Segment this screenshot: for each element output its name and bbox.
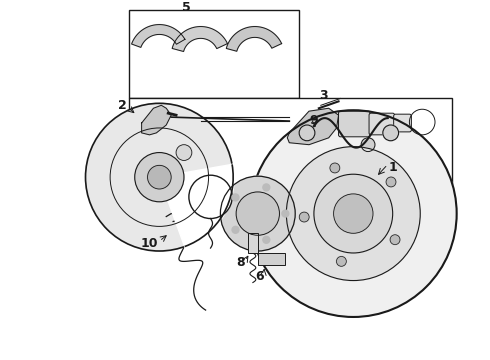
Circle shape xyxy=(383,125,398,141)
Text: 4: 4 xyxy=(169,184,177,197)
Text: 8: 8 xyxy=(236,256,245,269)
Text: 2: 2 xyxy=(118,99,126,112)
Circle shape xyxy=(314,174,392,253)
Circle shape xyxy=(337,256,346,266)
Polygon shape xyxy=(172,27,227,51)
Bar xyxy=(129,98,452,187)
Text: 6: 6 xyxy=(255,270,264,283)
FancyBboxPatch shape xyxy=(393,114,412,132)
Text: 5: 5 xyxy=(182,1,190,14)
Polygon shape xyxy=(287,108,339,145)
Circle shape xyxy=(250,110,457,317)
Circle shape xyxy=(135,153,184,202)
Polygon shape xyxy=(142,105,171,135)
Polygon shape xyxy=(132,24,185,48)
Circle shape xyxy=(361,138,375,152)
Circle shape xyxy=(232,194,239,201)
Circle shape xyxy=(334,194,373,233)
Bar xyxy=(258,253,285,265)
Circle shape xyxy=(286,147,420,280)
Circle shape xyxy=(282,210,289,217)
Circle shape xyxy=(86,103,233,251)
Circle shape xyxy=(236,192,279,235)
Polygon shape xyxy=(226,27,282,51)
Bar xyxy=(129,10,299,98)
FancyBboxPatch shape xyxy=(369,113,394,135)
Circle shape xyxy=(299,212,309,222)
Bar xyxy=(248,233,258,253)
FancyBboxPatch shape xyxy=(339,111,370,137)
Circle shape xyxy=(390,235,400,244)
Circle shape xyxy=(232,226,239,233)
Text: 7: 7 xyxy=(221,193,230,206)
Circle shape xyxy=(386,177,396,187)
Circle shape xyxy=(176,145,192,161)
Circle shape xyxy=(220,176,295,251)
Text: 10: 10 xyxy=(141,237,158,249)
Circle shape xyxy=(147,165,171,189)
Circle shape xyxy=(263,237,270,243)
Circle shape xyxy=(330,163,340,173)
Wedge shape xyxy=(159,164,234,247)
Text: 1: 1 xyxy=(388,161,397,174)
Text: 9: 9 xyxy=(310,113,318,127)
Circle shape xyxy=(263,184,270,191)
Text: 3: 3 xyxy=(319,89,328,102)
Circle shape xyxy=(299,125,315,141)
